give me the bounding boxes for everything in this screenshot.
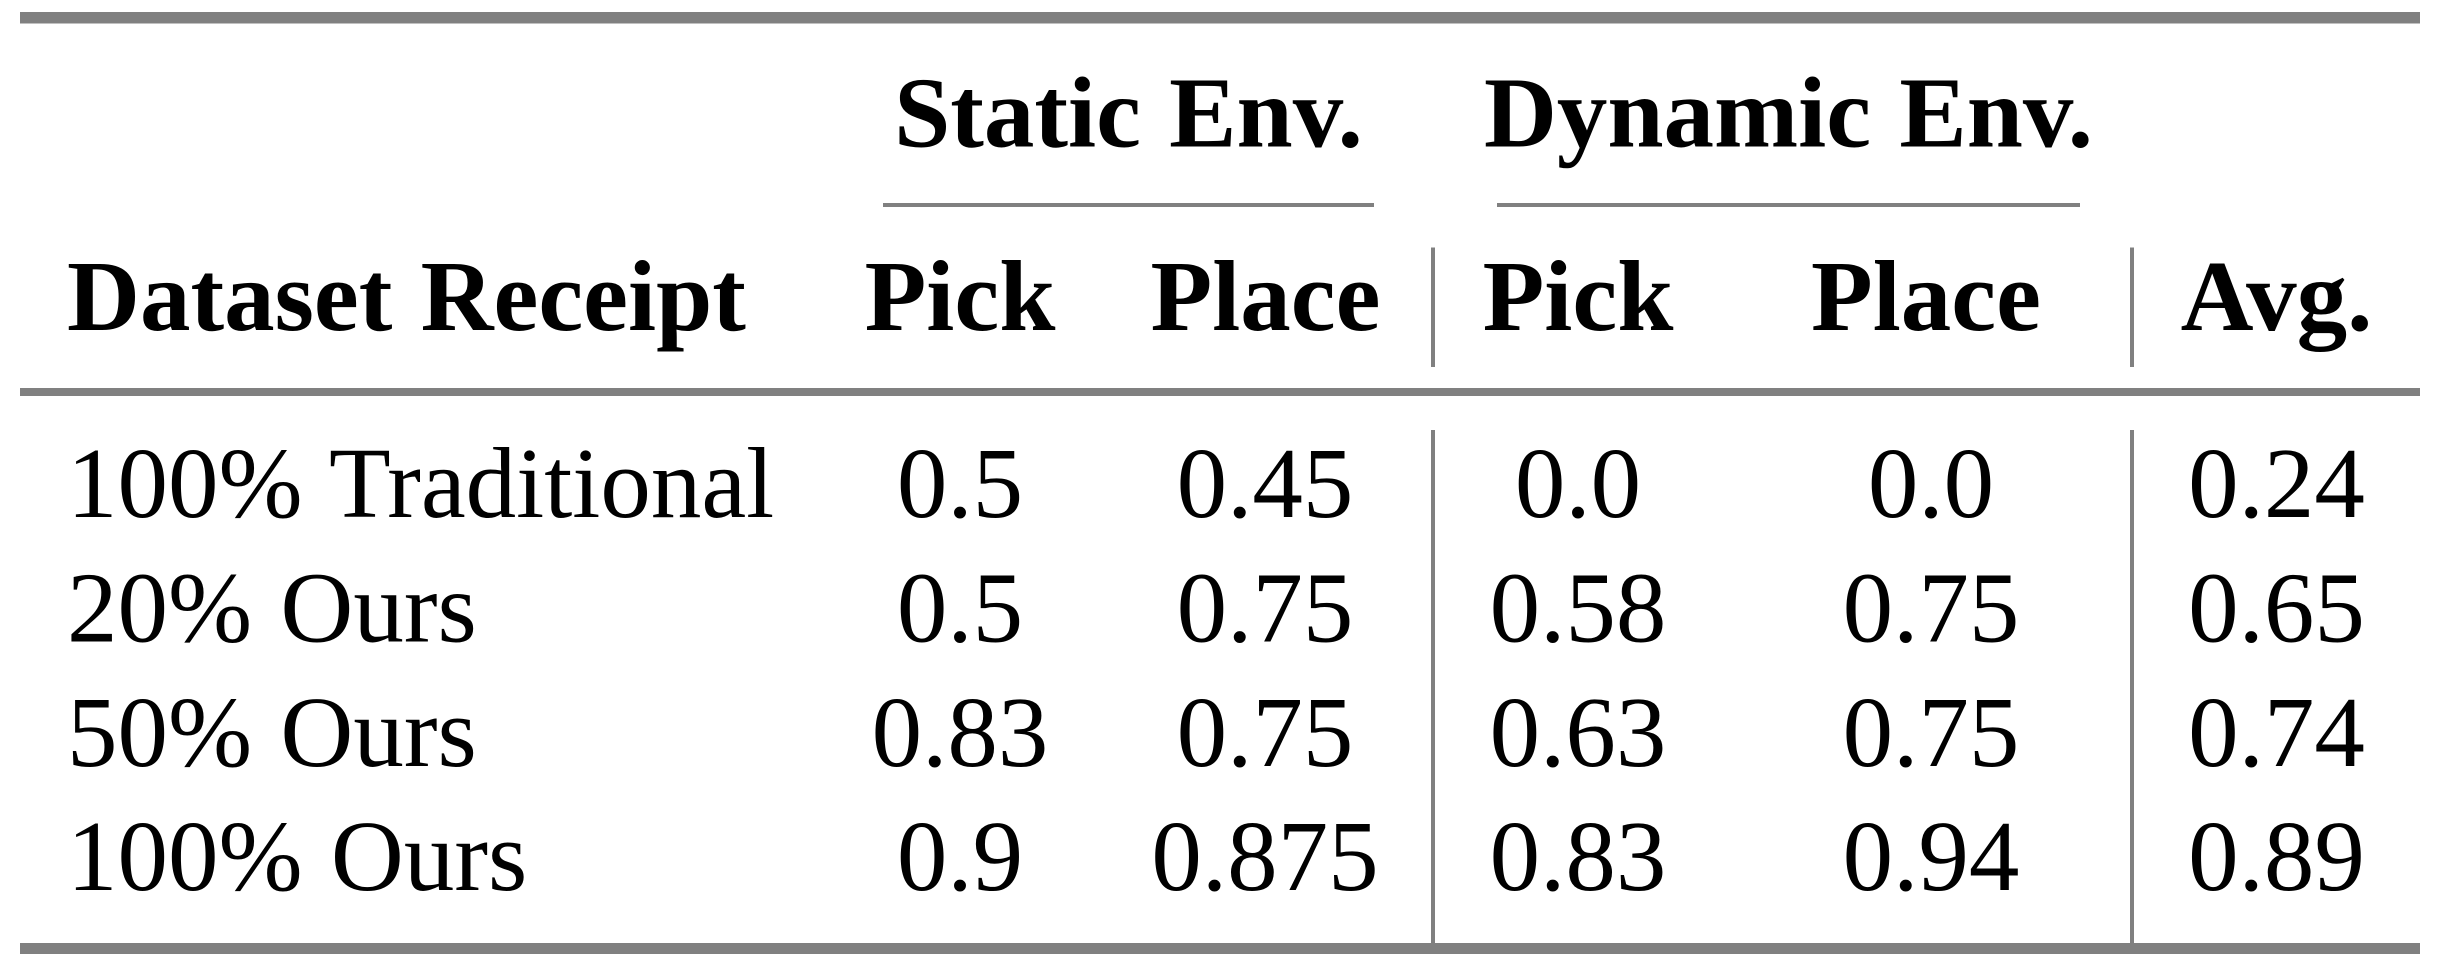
svg-text:Place: Place bbox=[1151, 240, 1381, 352]
svg-text:0.75: 0.75 bbox=[1843, 676, 2020, 788]
svg-text:0.58: 0.58 bbox=[1490, 552, 1667, 664]
svg-text:0.0: 0.0 bbox=[1515, 427, 1641, 539]
svg-text:0.75: 0.75 bbox=[1177, 676, 1354, 788]
svg-text:Dataset Receipt: Dataset Receipt bbox=[67, 240, 746, 352]
svg-text:0.63: 0.63 bbox=[1490, 676, 1667, 788]
svg-text:Static Env.: Static Env. bbox=[894, 57, 1363, 169]
svg-text:Pick: Pick bbox=[865, 240, 1057, 352]
svg-text:100% Ours: 100% Ours bbox=[67, 800, 527, 912]
svg-text:Dynamic Env.: Dynamic Env. bbox=[1484, 57, 2093, 169]
svg-text:100% Traditional: 100% Traditional bbox=[67, 427, 774, 539]
svg-text:50% Ours: 50% Ours bbox=[67, 676, 477, 788]
svg-text:0.5: 0.5 bbox=[897, 427, 1023, 539]
svg-text:0.75: 0.75 bbox=[1843, 552, 2020, 664]
svg-text:0.83: 0.83 bbox=[1490, 800, 1667, 912]
svg-text:0.75: 0.75 bbox=[1177, 552, 1354, 664]
svg-text:0.45: 0.45 bbox=[1177, 427, 1354, 539]
svg-text:0.89: 0.89 bbox=[2188, 800, 2365, 912]
svg-text:0.24: 0.24 bbox=[2188, 427, 2365, 539]
svg-text:0.0: 0.0 bbox=[1868, 427, 1994, 539]
svg-text:20% Ours: 20% Ours bbox=[67, 552, 477, 664]
svg-text:0.65: 0.65 bbox=[2188, 552, 2365, 664]
svg-text:0.5: 0.5 bbox=[897, 552, 1023, 664]
svg-text:Place: Place bbox=[1811, 240, 2041, 352]
svg-text:0.9: 0.9 bbox=[897, 800, 1023, 912]
svg-text:0.875: 0.875 bbox=[1151, 800, 1378, 912]
svg-text:0.94: 0.94 bbox=[1843, 800, 2020, 912]
svg-text:0.74: 0.74 bbox=[2188, 676, 2365, 788]
svg-text:Avg.: Avg. bbox=[2181, 240, 2373, 352]
svg-text:0.83: 0.83 bbox=[872, 676, 1049, 788]
svg-text:Pick: Pick bbox=[1483, 240, 1675, 352]
